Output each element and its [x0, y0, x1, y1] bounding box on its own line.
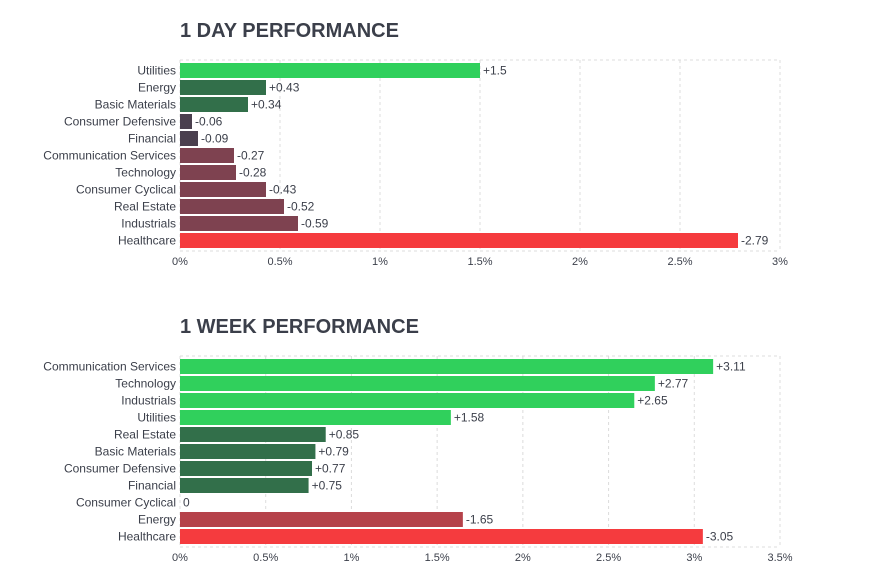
bar: [180, 376, 655, 391]
bar: [180, 444, 316, 459]
value-label: -0.43: [269, 183, 297, 197]
bar: [180, 114, 192, 129]
bar: [180, 80, 266, 95]
category-label: Communication Services: [43, 360, 176, 374]
value-label: -0.59: [301, 217, 329, 231]
value-label: 0: [183, 496, 190, 510]
x-tick-label: 2%: [515, 552, 531, 564]
x-tick-label: 3%: [772, 256, 788, 268]
chart-1-day-performance: 0% 0.5% 1% 1.5% 2% 2.5% 3% Utilities +1.5 Energy +…: [43, 59, 788, 268]
x-tick-label: 0%: [172, 256, 188, 268]
bar: [180, 182, 266, 197]
value-label: -1.65: [466, 513, 494, 527]
value-label: -2.79: [741, 234, 769, 248]
value-label: +0.43: [269, 81, 300, 95]
category-label: Financial: [128, 479, 176, 493]
bar: [180, 63, 480, 78]
x-tick-label: 1.5%: [425, 552, 450, 564]
bar: [180, 199, 284, 214]
category-label: Consumer Cyclical: [76, 496, 176, 510]
chart-title-1-week: 1 WEEK PERFORMANCE: [180, 316, 419, 338]
value-label: +1.58: [454, 411, 485, 425]
value-label: -0.09: [201, 132, 229, 146]
value-label: +1.5: [483, 64, 507, 78]
x-tick-label: 0.5%: [253, 552, 278, 564]
value-label: -0.52: [287, 200, 315, 214]
value-label: +2.65: [637, 394, 668, 408]
category-label: Basic Materials: [95, 98, 176, 112]
category-label: Basic Materials: [95, 445, 176, 459]
value-label: -0.06: [195, 115, 223, 129]
value-label: -0.27: [237, 149, 265, 163]
category-label: Energy: [138, 81, 176, 95]
chart-title-1-day: 1 DAY PERFORMANCE: [180, 20, 399, 42]
x-tick-label: 1%: [343, 552, 359, 564]
value-label: +0.77: [315, 462, 346, 476]
value-label: +0.34: [251, 98, 282, 112]
value-label: +3.11: [716, 360, 746, 374]
x-tick-label: 2%: [572, 256, 588, 268]
bar: [180, 410, 451, 425]
value-label: -3.05: [706, 530, 734, 544]
x-tick-label: 0%: [172, 552, 188, 564]
category-label: Communication Services: [43, 149, 176, 163]
bar: [180, 97, 248, 112]
bar: [180, 393, 635, 408]
bar: [180, 427, 326, 442]
bar: [180, 529, 703, 544]
value-label: +0.79: [318, 445, 349, 459]
x-tick-label: 0.5%: [267, 256, 292, 268]
bar: [180, 461, 312, 476]
category-label: Healthcare: [118, 530, 176, 544]
value-label: +2.77: [658, 377, 689, 391]
bar: [180, 478, 309, 493]
category-label: Energy: [138, 513, 176, 527]
category-label: Technology: [115, 166, 176, 180]
category-label: Utilities: [137, 411, 176, 425]
bar: [180, 216, 298, 231]
bar: [180, 165, 236, 180]
category-label: Utilities: [137, 64, 176, 78]
category-label: Consumer Defensive: [64, 462, 176, 476]
x-tick-label: 1.5%: [467, 256, 492, 268]
category-label: Healthcare: [118, 234, 176, 248]
category-label: Consumer Defensive: [64, 115, 176, 129]
category-label: Technology: [115, 377, 176, 391]
category-label: Real Estate: [114, 428, 176, 442]
value-label: +0.85: [329, 428, 360, 442]
bar: [180, 233, 738, 248]
bar: [180, 131, 198, 146]
category-label: Consumer Cyclical: [76, 183, 176, 197]
bar: [180, 148, 234, 163]
x-tick-label: 2.5%: [667, 256, 692, 268]
x-tick-label: 3%: [686, 552, 702, 564]
value-label: +0.75: [312, 479, 343, 493]
category-label: Real Estate: [114, 200, 176, 214]
category-label: Industrials: [121, 217, 176, 231]
x-tick-label: 2.5%: [596, 552, 621, 564]
category-label: Industrials: [121, 394, 176, 408]
x-tick-label: 3.5%: [767, 552, 792, 564]
value-label: -0.28: [239, 166, 267, 180]
category-label: Financial: [128, 132, 176, 146]
x-tick-label: 1%: [372, 256, 388, 268]
bar: [180, 359, 714, 374]
bar: [180, 512, 463, 527]
